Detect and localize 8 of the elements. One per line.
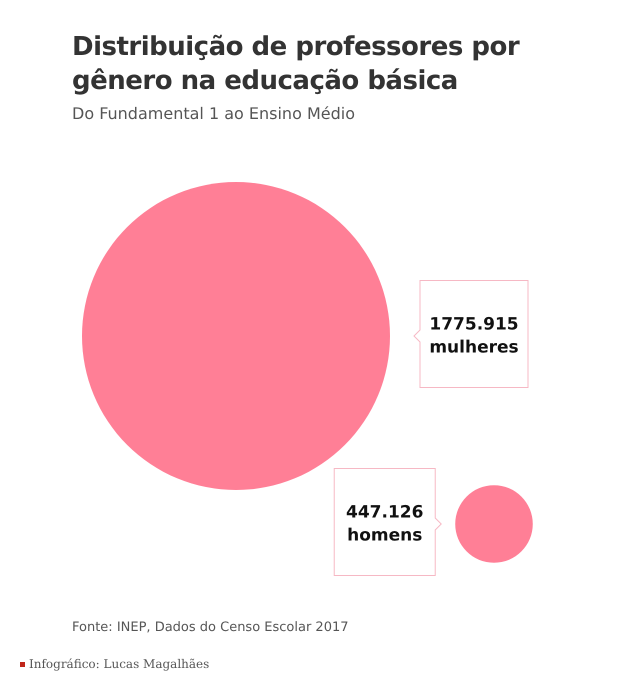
category-label: mulheres <box>429 337 519 358</box>
category-label: homens <box>347 525 422 546</box>
data-label: 447.126 <box>346 502 424 522</box>
text: Distribuição de professores por gênero na educação básica <box>72 31 521 98</box>
source-note: Fonte: INEP, Dados do Censo Escolar 2017 <box>72 620 349 635</box>
text: Infográfico: Lucas Magalhães <box>29 657 210 671</box>
text: Do Fundamental 1 ao Ensino Médio <box>72 104 355 123</box>
data-label: 1775.915 <box>429 314 519 334</box>
